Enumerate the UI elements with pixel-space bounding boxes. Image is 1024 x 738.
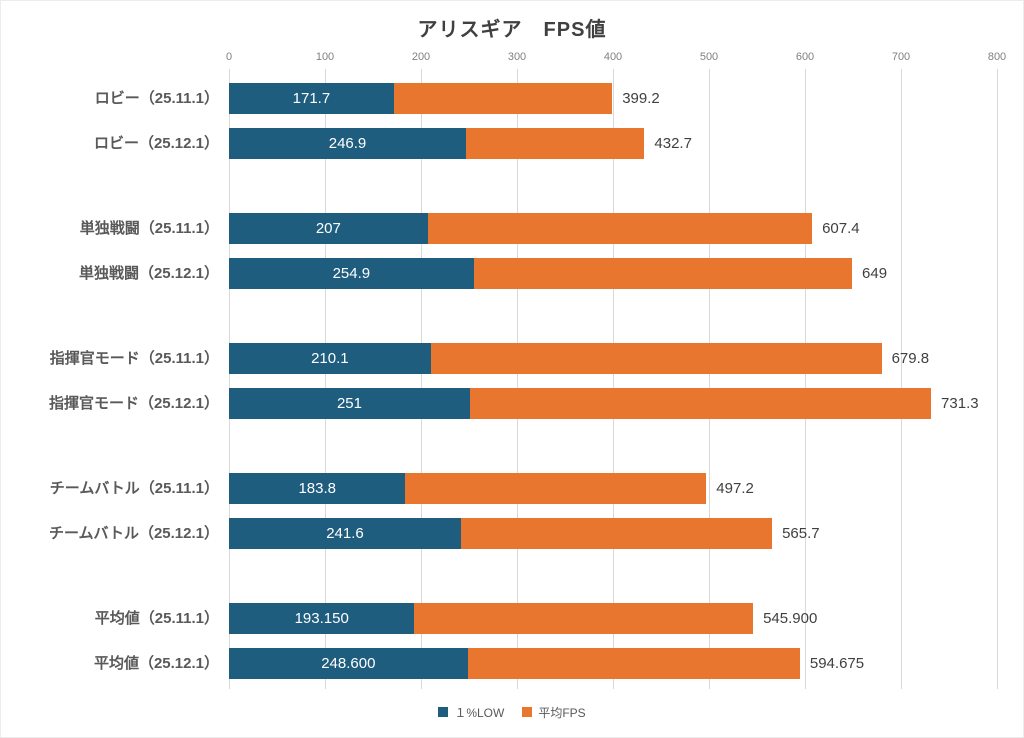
avg-segment bbox=[466, 128, 645, 159]
gridline bbox=[325, 69, 326, 689]
low-value-label: 207 bbox=[315, 220, 341, 237]
category-label: 指揮官モード（25.11.1） bbox=[49, 350, 219, 367]
gridline bbox=[517, 69, 518, 689]
axis-tick-label: 700 bbox=[891, 51, 911, 63]
low-value-label: 171.7 bbox=[292, 90, 331, 107]
gridline bbox=[613, 69, 614, 689]
gridline bbox=[901, 69, 902, 689]
legend-label-low: １%LOW bbox=[454, 705, 505, 720]
category-label: 平均値（25.12.1） bbox=[93, 655, 219, 672]
avg-value-label: 545.900 bbox=[763, 610, 818, 627]
avg-value-label: 399.2 bbox=[622, 90, 660, 107]
avg-segment bbox=[473, 258, 853, 289]
legend-item-low: １%LOW bbox=[438, 704, 504, 721]
low-segment: 241.6 bbox=[229, 518, 461, 549]
avg-value-label: 497.2 bbox=[716, 480, 754, 497]
low-value-label: 248.600 bbox=[321, 655, 376, 672]
category-label: チームバトル（25.11.1） bbox=[49, 480, 219, 497]
avg-segment bbox=[405, 473, 707, 504]
avg-segment bbox=[393, 83, 613, 114]
legend-label-avg: 平均FPS bbox=[538, 705, 586, 720]
low-value-label: 246.9 bbox=[328, 135, 367, 152]
axis-tick-label: 600 bbox=[795, 51, 815, 63]
low-series-swatch bbox=[438, 707, 449, 717]
axis-tick-label: 500 bbox=[699, 51, 719, 63]
low-value-label: 183.8 bbox=[298, 480, 336, 497]
category-label: ロビー（25.12.1） bbox=[93, 135, 219, 152]
axis-tick-label: 0 bbox=[225, 51, 233, 63]
low-segment: 207 bbox=[229, 213, 428, 244]
avg-segment bbox=[430, 343, 882, 374]
legend-item-avg: 平均FPS bbox=[522, 704, 586, 721]
low-value-label: 210.1 bbox=[311, 350, 349, 367]
low-segment: 210.1 bbox=[229, 343, 431, 374]
avg-segment bbox=[469, 388, 932, 419]
low-segment: 171.7 bbox=[229, 83, 394, 114]
gridline bbox=[805, 69, 806, 689]
category-label: チームバトル（25.12.1） bbox=[48, 525, 219, 542]
gridline bbox=[709, 69, 710, 689]
avg-value-label: 607.4 bbox=[822, 220, 860, 237]
avg-value-label: 565.7 bbox=[782, 525, 820, 542]
avg-value-label: 432.7 bbox=[654, 135, 692, 152]
low-value-label: 193.150 bbox=[294, 610, 349, 627]
chart-title: アリスギア FPS値 bbox=[417, 19, 607, 41]
avg-segment bbox=[414, 603, 754, 634]
category-label: 単独戦闘（25.11.1） bbox=[79, 220, 219, 237]
avg-value-label: 649 bbox=[862, 265, 888, 282]
avg-segment bbox=[467, 648, 800, 679]
low-segment: 248.600 bbox=[229, 648, 468, 679]
category-label: ロビー（25.11.1） bbox=[94, 90, 219, 107]
low-value-label: 254.9 bbox=[332, 265, 371, 282]
avg-value-label: 594.675 bbox=[809, 655, 865, 672]
axis-tick-label: 200 bbox=[411, 51, 431, 63]
category-label: 平均値（25.11.1） bbox=[94, 610, 219, 627]
avg-value-label: 731.3 bbox=[941, 395, 979, 412]
low-value-label: 241.6 bbox=[326, 525, 364, 542]
axis-tick-label: 800 bbox=[987, 51, 1007, 63]
avg-series-swatch bbox=[522, 707, 533, 717]
low-value-label: 251 bbox=[336, 395, 362, 412]
category-label: 指揮官モード（25.12.1） bbox=[48, 395, 219, 412]
gridline bbox=[997, 69, 998, 689]
legend: １%LOW 平均FPS bbox=[1, 701, 1023, 723]
axis-tick-label: 100 bbox=[315, 51, 335, 63]
avg-segment bbox=[427, 213, 813, 244]
avg-value-label: 679.8 bbox=[891, 350, 930, 367]
axis-tick-label: 400 bbox=[603, 51, 623, 63]
low-segment: 193.150 bbox=[229, 603, 415, 634]
low-segment: 251 bbox=[229, 388, 470, 419]
gridline bbox=[421, 69, 422, 689]
axis-tick-label: 300 bbox=[507, 51, 527, 63]
gridline bbox=[229, 69, 230, 689]
low-segment: 254.9 bbox=[229, 258, 474, 289]
low-segment: 183.8 bbox=[229, 473, 406, 504]
avg-segment bbox=[460, 518, 773, 549]
low-segment: 246.9 bbox=[229, 128, 467, 159]
category-label: 単独戦闘（25.12.1） bbox=[78, 265, 219, 282]
